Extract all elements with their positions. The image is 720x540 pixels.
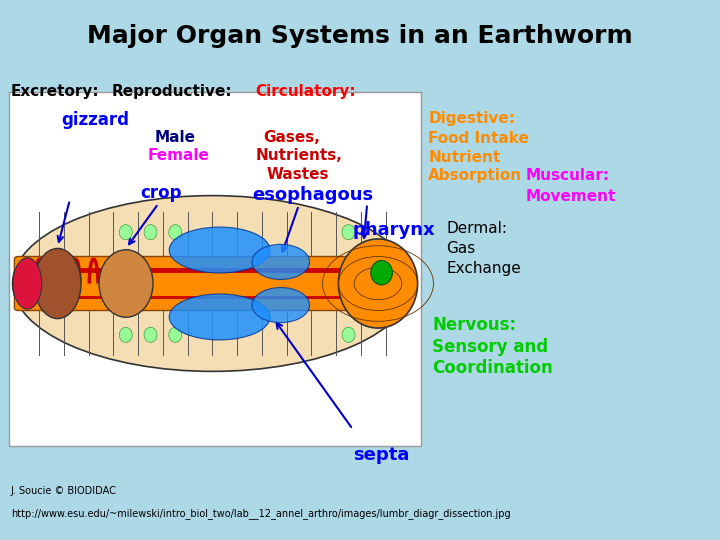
Text: Reproductive:: Reproductive: xyxy=(112,84,233,99)
Ellipse shape xyxy=(342,225,355,240)
Ellipse shape xyxy=(169,294,270,340)
Bar xyxy=(9,92,421,445)
Ellipse shape xyxy=(252,287,310,322)
Text: crop: crop xyxy=(140,184,182,201)
FancyBboxPatch shape xyxy=(14,256,410,310)
Ellipse shape xyxy=(144,327,157,342)
Text: esophagous: esophagous xyxy=(252,186,373,204)
Text: Coordination: Coordination xyxy=(432,359,553,377)
Text: Major Organ Systems in an Earthworm: Major Organ Systems in an Earthworm xyxy=(87,24,633,48)
Text: septa: septa xyxy=(353,446,409,463)
Text: Nutrients,: Nutrients, xyxy=(256,148,343,164)
Ellipse shape xyxy=(99,249,153,317)
Text: pharynx: pharynx xyxy=(353,221,436,239)
Text: Nutrient: Nutrient xyxy=(428,150,500,165)
Ellipse shape xyxy=(169,227,270,273)
Text: Nervous:: Nervous: xyxy=(432,316,516,334)
Text: Dermal:: Dermal: xyxy=(446,221,508,237)
Ellipse shape xyxy=(120,225,132,240)
Ellipse shape xyxy=(12,195,412,372)
Text: Muscular:: Muscular: xyxy=(526,168,610,184)
Text: Absorption: Absorption xyxy=(428,168,523,184)
Ellipse shape xyxy=(371,261,392,285)
Text: Circulatory:: Circulatory: xyxy=(256,84,356,99)
Ellipse shape xyxy=(168,225,181,240)
Text: Gas: Gas xyxy=(446,241,476,256)
Ellipse shape xyxy=(120,327,132,342)
Text: Digestive:: Digestive: xyxy=(428,111,516,126)
Ellipse shape xyxy=(144,225,157,240)
Text: Sensory and: Sensory and xyxy=(432,338,548,355)
Ellipse shape xyxy=(168,327,181,342)
Ellipse shape xyxy=(342,327,355,342)
Ellipse shape xyxy=(338,239,418,328)
Text: Wastes: Wastes xyxy=(266,167,329,183)
Text: Excretory:: Excretory: xyxy=(11,84,99,99)
Text: Female: Female xyxy=(148,148,210,164)
Text: Movement: Movement xyxy=(526,189,616,204)
Ellipse shape xyxy=(252,244,310,280)
Text: Gases,: Gases, xyxy=(263,130,320,145)
Text: Male: Male xyxy=(155,130,196,145)
Text: Exchange: Exchange xyxy=(446,261,521,276)
Text: Food Intake: Food Intake xyxy=(428,131,529,146)
Text: gizzard: gizzard xyxy=(61,111,129,129)
Text: J. Soucie © BIODIDAC: J. Soucie © BIODIDAC xyxy=(11,486,117,496)
Ellipse shape xyxy=(13,258,42,309)
Text: http://www.esu.edu/~milewski/intro_biol_two/lab__12_annel_arthro/images/lumbr_di: http://www.esu.edu/~milewski/intro_biol_… xyxy=(11,508,510,518)
Ellipse shape xyxy=(35,248,81,319)
